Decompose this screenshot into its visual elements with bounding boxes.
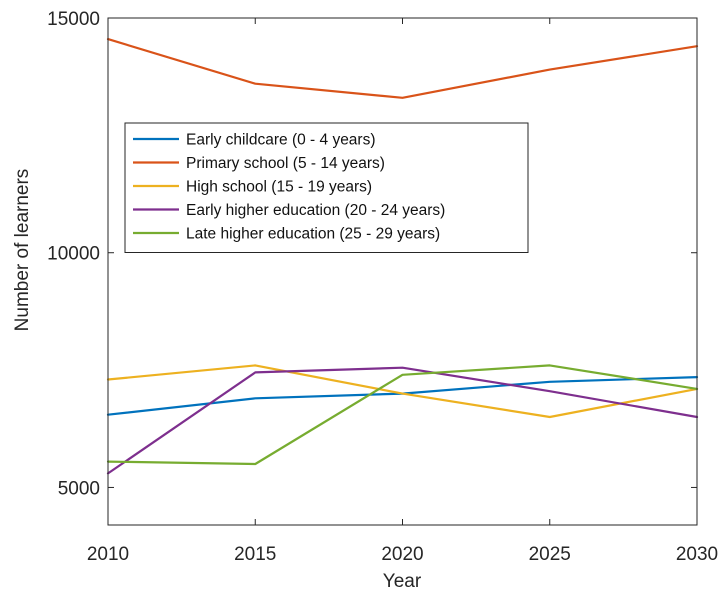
- series-line-5: [106, 364, 699, 466]
- series-line-2: [106, 37, 699, 99]
- series-lines: [106, 37, 699, 475]
- legend-label-4: Early higher education (20 - 24 years): [186, 202, 445, 219]
- legend: Early childcare (0 - 4 years) Primary sch…: [124, 122, 529, 253]
- series-line-3: [106, 364, 699, 419]
- legend-box: [124, 122, 529, 253]
- y-tick-label: 10000: [47, 244, 100, 265]
- legend-label-2: Primary school (5 - 14 years): [186, 155, 385, 172]
- x-tick-label: 2025: [529, 544, 571, 565]
- y-tick-label: 5000: [58, 478, 100, 499]
- axes: 2010 2015 2020 2025 2030 5000 10000 15000: [47, 9, 718, 565]
- legend-label-1: Early childcare (0 - 4 years): [186, 132, 376, 149]
- series-line-1: [106, 376, 699, 416]
- legend-label-5: Late higher education (25 - 29 years): [186, 226, 440, 243]
- plot-frame: [107, 17, 698, 526]
- x-tick-label: 2010: [87, 544, 129, 565]
- series-line-4: [106, 366, 699, 475]
- x-tick-label: 2015: [234, 544, 276, 565]
- x-axis-label: Year: [383, 571, 422, 592]
- x-tick-label: 2020: [381, 544, 423, 565]
- y-tick-label: 15000: [47, 9, 100, 30]
- legend-label-3: High school (15 - 19 years): [186, 179, 372, 196]
- x-tick-label: 2030: [676, 544, 718, 565]
- y-axis-label: Number of learners: [12, 169, 33, 332]
